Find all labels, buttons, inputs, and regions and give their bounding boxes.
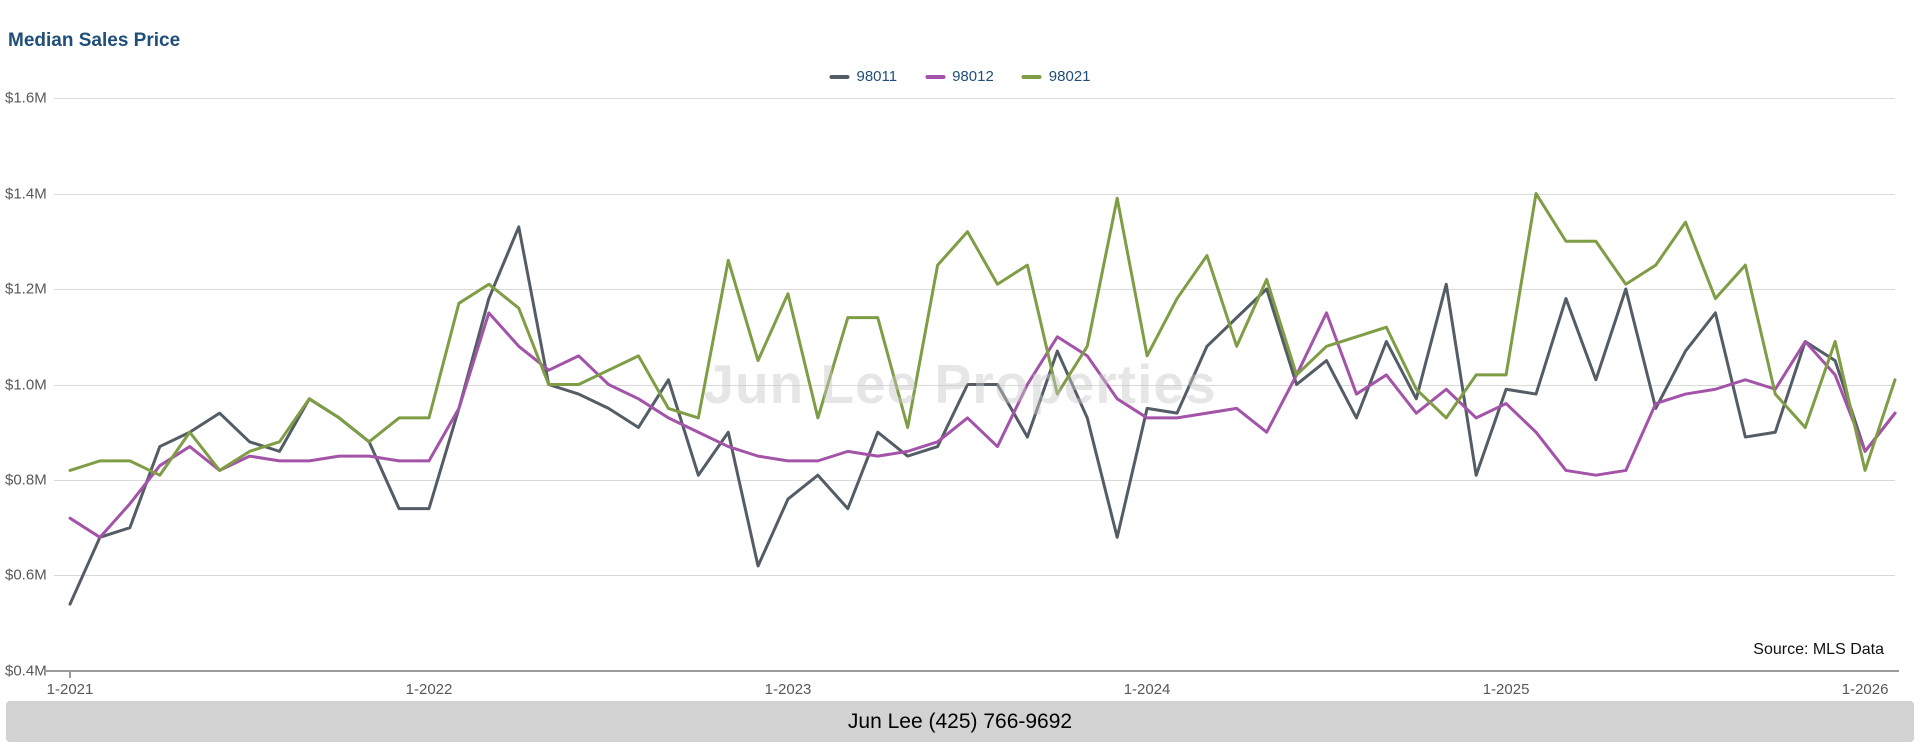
y-axis-tick-label: $1.6M (5, 89, 47, 107)
series-line-98012 (70, 313, 1895, 537)
source-note: Source: MLS Data (1753, 641, 1884, 658)
legend-item-98021[interactable]: 98021 (1021, 68, 1091, 85)
x-axis: 1-2021 1-2022 1-2023 1-2024 1-2025 1-202… (47, 681, 1895, 701)
y-axis-tick-label: $0.6M (5, 566, 47, 584)
legend: 98011 98012 98021 (829, 68, 1091, 85)
footer-contact-text: Jun Lee (425) 766-9692 (847, 709, 1073, 733)
y-axis-tick-label: $0.4M (5, 662, 47, 680)
x-axis-tick-label: 1-2021 (46, 681, 94, 698)
x-axis-tick-label: 1-2025 (1482, 681, 1530, 698)
x-axis-tick-label: 1-2023 (764, 681, 812, 698)
legend-label: 98021 (1048, 68, 1091, 85)
legend-item-98012[interactable]: 98012 (925, 68, 994, 85)
y-axis-tick-label: $1.2M (5, 280, 47, 298)
y-axis-tick-label: $0.8M (5, 471, 47, 489)
gridline (54, 288, 1895, 290)
y-axis-tick-label: $1.4M (5, 185, 47, 202)
x-axis-tick-label: 1-2026 (1841, 681, 1889, 698)
legend-swatch (1021, 74, 1042, 79)
gridline (54, 480, 1895, 481)
page-title: Median Sales Price (8, 30, 181, 51)
gridline (54, 98, 1895, 99)
x-axis-tick (69, 671, 71, 678)
series-line-98021 (70, 194, 1895, 476)
y-axis: $1.6M $1.4M $1.2M $1.0M $0.8M $0.6M $0.4… (5, 90, 65, 680)
plot-area (44, 98, 1899, 678)
legend-swatch (829, 74, 850, 79)
legend-label: 98011 (856, 68, 898, 85)
legend-label: 98012 (952, 68, 994, 85)
footer-bar: Jun Lee (425) 766-9692 (6, 701, 1914, 742)
x-axis-tick-label: 1-2024 (1123, 681, 1171, 698)
legend-item-98011[interactable]: 98011 (829, 68, 897, 85)
x-axis-line (44, 670, 1899, 672)
x-axis-tick-label: 1-2022 (405, 681, 453, 698)
gridline (54, 575, 1895, 577)
series-plot (70, 98, 1895, 671)
gridline (54, 193, 1895, 195)
series-line-98011 (70, 227, 1895, 604)
y-axis-tick-label: $1.0M (5, 376, 47, 393)
legend-swatch (925, 74, 946, 79)
